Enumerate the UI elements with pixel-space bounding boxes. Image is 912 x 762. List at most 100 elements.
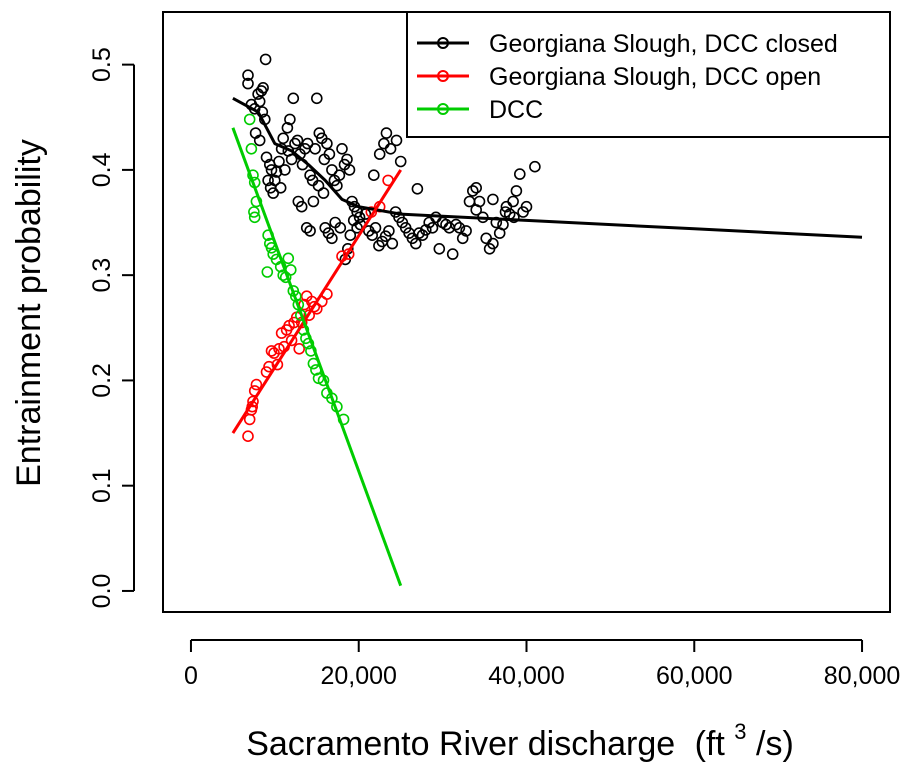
data-point-series-1 xyxy=(304,225,316,237)
data-point-series-1 xyxy=(529,160,541,173)
data-point-series-1 xyxy=(409,237,422,250)
data-point-series-3 xyxy=(243,113,256,126)
fit-line-series-1 xyxy=(232,96,863,239)
data-point-series-3 xyxy=(261,266,274,278)
data-point-series-1 xyxy=(367,169,380,181)
data-point-series-1 xyxy=(253,134,266,147)
x-tick-label: 20,000 xyxy=(320,662,396,690)
data-point-series-1 xyxy=(460,225,472,237)
data-point-series-1 xyxy=(426,222,439,234)
data-point-series-1 xyxy=(291,134,304,147)
legend-label-3: DCC xyxy=(489,96,543,124)
data-point-series-1 xyxy=(326,232,338,245)
data-point-series-1 xyxy=(508,211,520,224)
data-point-series-1 xyxy=(326,164,338,176)
data-point-series-1 xyxy=(307,195,320,208)
data-point-series-1 xyxy=(373,148,386,160)
data-point-series-2 xyxy=(303,309,316,322)
data-point-series-1 xyxy=(499,206,512,218)
data-point-series-2 xyxy=(243,413,256,426)
data-point-series-1 xyxy=(260,151,273,164)
data-point-series-1 xyxy=(300,222,313,234)
data-point-series-1 xyxy=(353,211,366,224)
x-axis-title-unit-sup: 3 xyxy=(734,719,746,744)
fit-line-series-2 xyxy=(231,169,402,434)
data-point-series-1 xyxy=(411,183,424,195)
y-tick-label: 0.0 xyxy=(88,574,116,609)
data-point-series-3 xyxy=(248,211,261,224)
data-point-series-1 xyxy=(473,195,486,208)
x-tick-label: 40,000 xyxy=(488,662,564,690)
data-point-series-1 xyxy=(273,155,285,168)
data-point-series-1 xyxy=(343,164,356,176)
data-point-series-1 xyxy=(274,182,287,194)
data-point-series-1 xyxy=(341,153,353,166)
data-point-series-1 xyxy=(463,195,476,208)
data-point-series-1 xyxy=(383,225,395,237)
data-point-series-1 xyxy=(433,243,446,255)
x-axis-title-unit-open: (ft xyxy=(695,725,726,762)
data-point-series-3 xyxy=(282,252,295,265)
data-point-series-1 xyxy=(287,92,300,105)
data-point-series-1 xyxy=(344,229,357,241)
data-point-series-1 xyxy=(466,185,479,197)
data-point-series-1 xyxy=(378,137,390,150)
data-point-series-3 xyxy=(326,392,338,405)
data-point-series-1 xyxy=(317,187,330,199)
data-point-series-1 xyxy=(310,92,323,105)
data-point-series-3 xyxy=(248,206,260,218)
data-point-series-2 xyxy=(285,334,298,347)
data-point-series-1 xyxy=(242,69,254,81)
legend-label-1: Georgiana Slough, DCC closed xyxy=(489,30,838,58)
data-point-series-1 xyxy=(513,168,526,180)
x-tick-label: 0 xyxy=(184,662,198,690)
y-tick-label: 0.4 xyxy=(88,152,116,187)
data-point-series-1 xyxy=(446,248,459,260)
data-point-series-2 xyxy=(247,395,259,408)
data-point-series-1 xyxy=(456,232,469,245)
data-point-series-1 xyxy=(257,82,269,94)
legend-label-2: Georgiana Slough, DCC open xyxy=(489,63,821,91)
data-point-series-1 xyxy=(510,185,523,197)
data-point-series-2 xyxy=(265,345,278,357)
data-point-series-1 xyxy=(253,95,266,108)
x-axis-title-unit-close: /s) xyxy=(756,725,794,762)
y-tick-label: 0.3 xyxy=(88,258,116,293)
legend-marker-1 xyxy=(437,37,449,49)
y-tick-label: 0.5 xyxy=(88,47,116,82)
data-point-series-1 xyxy=(289,137,301,150)
fit-lines-layer xyxy=(231,96,863,587)
data-point-series-1 xyxy=(242,77,254,90)
data-point-series-1 xyxy=(277,132,290,145)
x-tick-label: 80,000 xyxy=(824,662,900,690)
data-point-series-1 xyxy=(369,222,382,234)
data-point-series-1 xyxy=(384,143,397,155)
data-point-series-1 xyxy=(268,174,281,187)
data-point-series-1 xyxy=(336,143,348,155)
data-point-series-1 xyxy=(380,127,393,139)
data-point-series-1 xyxy=(267,187,280,199)
legend-marker-3 xyxy=(437,103,449,115)
data-point-series-1 xyxy=(321,137,333,150)
y-tick-label: 0.2 xyxy=(88,363,116,398)
data-point-series-1 xyxy=(279,164,291,176)
y-tick-label: 0.1 xyxy=(88,468,116,503)
data-point-series-1 xyxy=(507,195,519,208)
data-point-series-1 xyxy=(520,200,533,213)
data-point-series-2 xyxy=(250,378,263,391)
data-point-series-1 xyxy=(453,222,466,234)
legend: Georgiana Slough, DCC closed Georgiana Sl… xyxy=(406,11,891,138)
data-point-series-1 xyxy=(270,166,283,178)
data-point-series-1 xyxy=(386,237,399,250)
data-point-series-1 xyxy=(331,179,343,192)
data-point-series-1 xyxy=(390,134,403,147)
data-point-series-1 xyxy=(284,113,296,126)
data-point-series-2 xyxy=(242,430,254,443)
data-point-series-1 xyxy=(419,224,432,236)
points-layer xyxy=(242,53,541,443)
axes-layer: 0 20,000 40,000 60,000 80,000 0.0 0.1 0.2 0.3 0.4… xyxy=(88,47,900,690)
fit-line-series-3 xyxy=(231,127,403,587)
y-axis-title: Entrainment probability xyxy=(10,139,48,487)
x-tick-label: 60,000 xyxy=(656,662,732,690)
data-point-series-1 xyxy=(333,169,346,181)
